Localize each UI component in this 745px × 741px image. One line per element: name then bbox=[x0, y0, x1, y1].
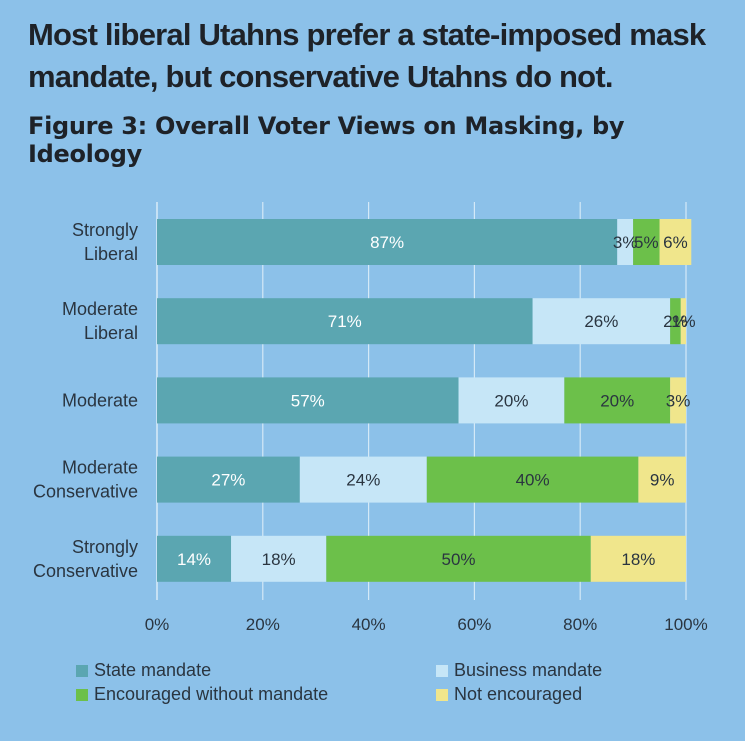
chart-title: Most liberal Utahns prefer a state-impos… bbox=[28, 17, 706, 94]
data-label: 50% bbox=[442, 550, 476, 569]
category-label: Conservative bbox=[33, 482, 138, 502]
x-tick-label: 100% bbox=[664, 615, 707, 634]
bar-segment bbox=[590, 535, 686, 582]
category-label: Conservative bbox=[33, 561, 138, 581]
category-label: Moderate bbox=[62, 458, 138, 478]
bar-segment bbox=[157, 377, 459, 424]
data-label: 57% bbox=[291, 391, 325, 410]
data-label: 40% bbox=[516, 471, 550, 490]
bar-segment bbox=[458, 377, 565, 424]
data-label: 20% bbox=[600, 391, 634, 410]
data-label: 71% bbox=[328, 312, 362, 331]
data-label: 3% bbox=[666, 391, 691, 410]
bar-segment bbox=[564, 377, 671, 424]
data-label: 20% bbox=[494, 391, 528, 410]
data-label: 9% bbox=[650, 471, 675, 490]
x-tick-label: 40% bbox=[352, 615, 386, 634]
legend-swatch bbox=[436, 664, 448, 677]
chart-subtitle: Figure 3: Overall Voter Views on Masking… bbox=[28, 112, 625, 168]
data-label: 2% bbox=[663, 312, 688, 331]
bar-segment bbox=[157, 456, 300, 503]
bar-segment bbox=[157, 219, 618, 265]
bar-segment bbox=[231, 535, 327, 582]
bar-segment bbox=[670, 377, 686, 424]
bar-segment bbox=[426, 456, 639, 503]
legend-label: State mandate bbox=[94, 660, 212, 680]
legend-label: Not encouraged bbox=[454, 684, 583, 704]
x-tick-label: 60% bbox=[457, 615, 491, 634]
bar-segment bbox=[326, 535, 591, 582]
bar-segment bbox=[157, 298, 533, 345]
data-label: 18% bbox=[262, 550, 296, 569]
legend-swatch bbox=[436, 688, 448, 701]
bar-segment bbox=[659, 219, 692, 265]
category-label: Moderate bbox=[62, 299, 138, 319]
bar-segment bbox=[670, 298, 681, 345]
category-label: Strongly bbox=[72, 220, 138, 240]
data-label: 26% bbox=[584, 312, 618, 331]
legend: State mandate Business mandate Encouraged … bbox=[76, 660, 716, 712]
legend-item: Encouraged without mandate bbox=[76, 684, 328, 705]
category-label: Strongly bbox=[72, 537, 138, 557]
bar-segment bbox=[157, 535, 232, 582]
x-tick-label: 80% bbox=[563, 615, 597, 634]
legend-label: Encouraged without mandate bbox=[94, 684, 329, 704]
bar-segment bbox=[638, 456, 686, 503]
x-tick-label: 20% bbox=[246, 615, 280, 634]
bar-segment bbox=[299, 456, 427, 503]
bar-segment bbox=[532, 298, 671, 345]
data-label: 3% bbox=[613, 233, 638, 252]
legend-item: Business mandate bbox=[436, 660, 602, 681]
legend-swatch bbox=[76, 664, 88, 677]
bar-segment bbox=[617, 219, 634, 265]
data-label: 27% bbox=[211, 471, 245, 490]
bar-segment bbox=[680, 298, 686, 345]
legend-label: Business mandate bbox=[454, 660, 603, 680]
category-label: Liberal bbox=[84, 323, 138, 343]
data-label: 14% bbox=[177, 550, 211, 569]
category-label: Moderate bbox=[62, 390, 138, 410]
data-label: 24% bbox=[346, 471, 380, 490]
legend-swatch bbox=[76, 688, 88, 701]
data-label: 6% bbox=[663, 233, 688, 252]
category-label: Liberal bbox=[84, 244, 138, 264]
data-label: 5% bbox=[634, 233, 659, 252]
data-label: 87% bbox=[370, 233, 404, 252]
legend-item: Not encouraged bbox=[436, 684, 582, 705]
bar-segment bbox=[633, 219, 660, 265]
data-label: 18% bbox=[621, 550, 655, 569]
x-tick-label: 0% bbox=[145, 615, 170, 634]
data-label: 1% bbox=[671, 312, 696, 331]
legend-item: State mandate bbox=[76, 660, 211, 681]
